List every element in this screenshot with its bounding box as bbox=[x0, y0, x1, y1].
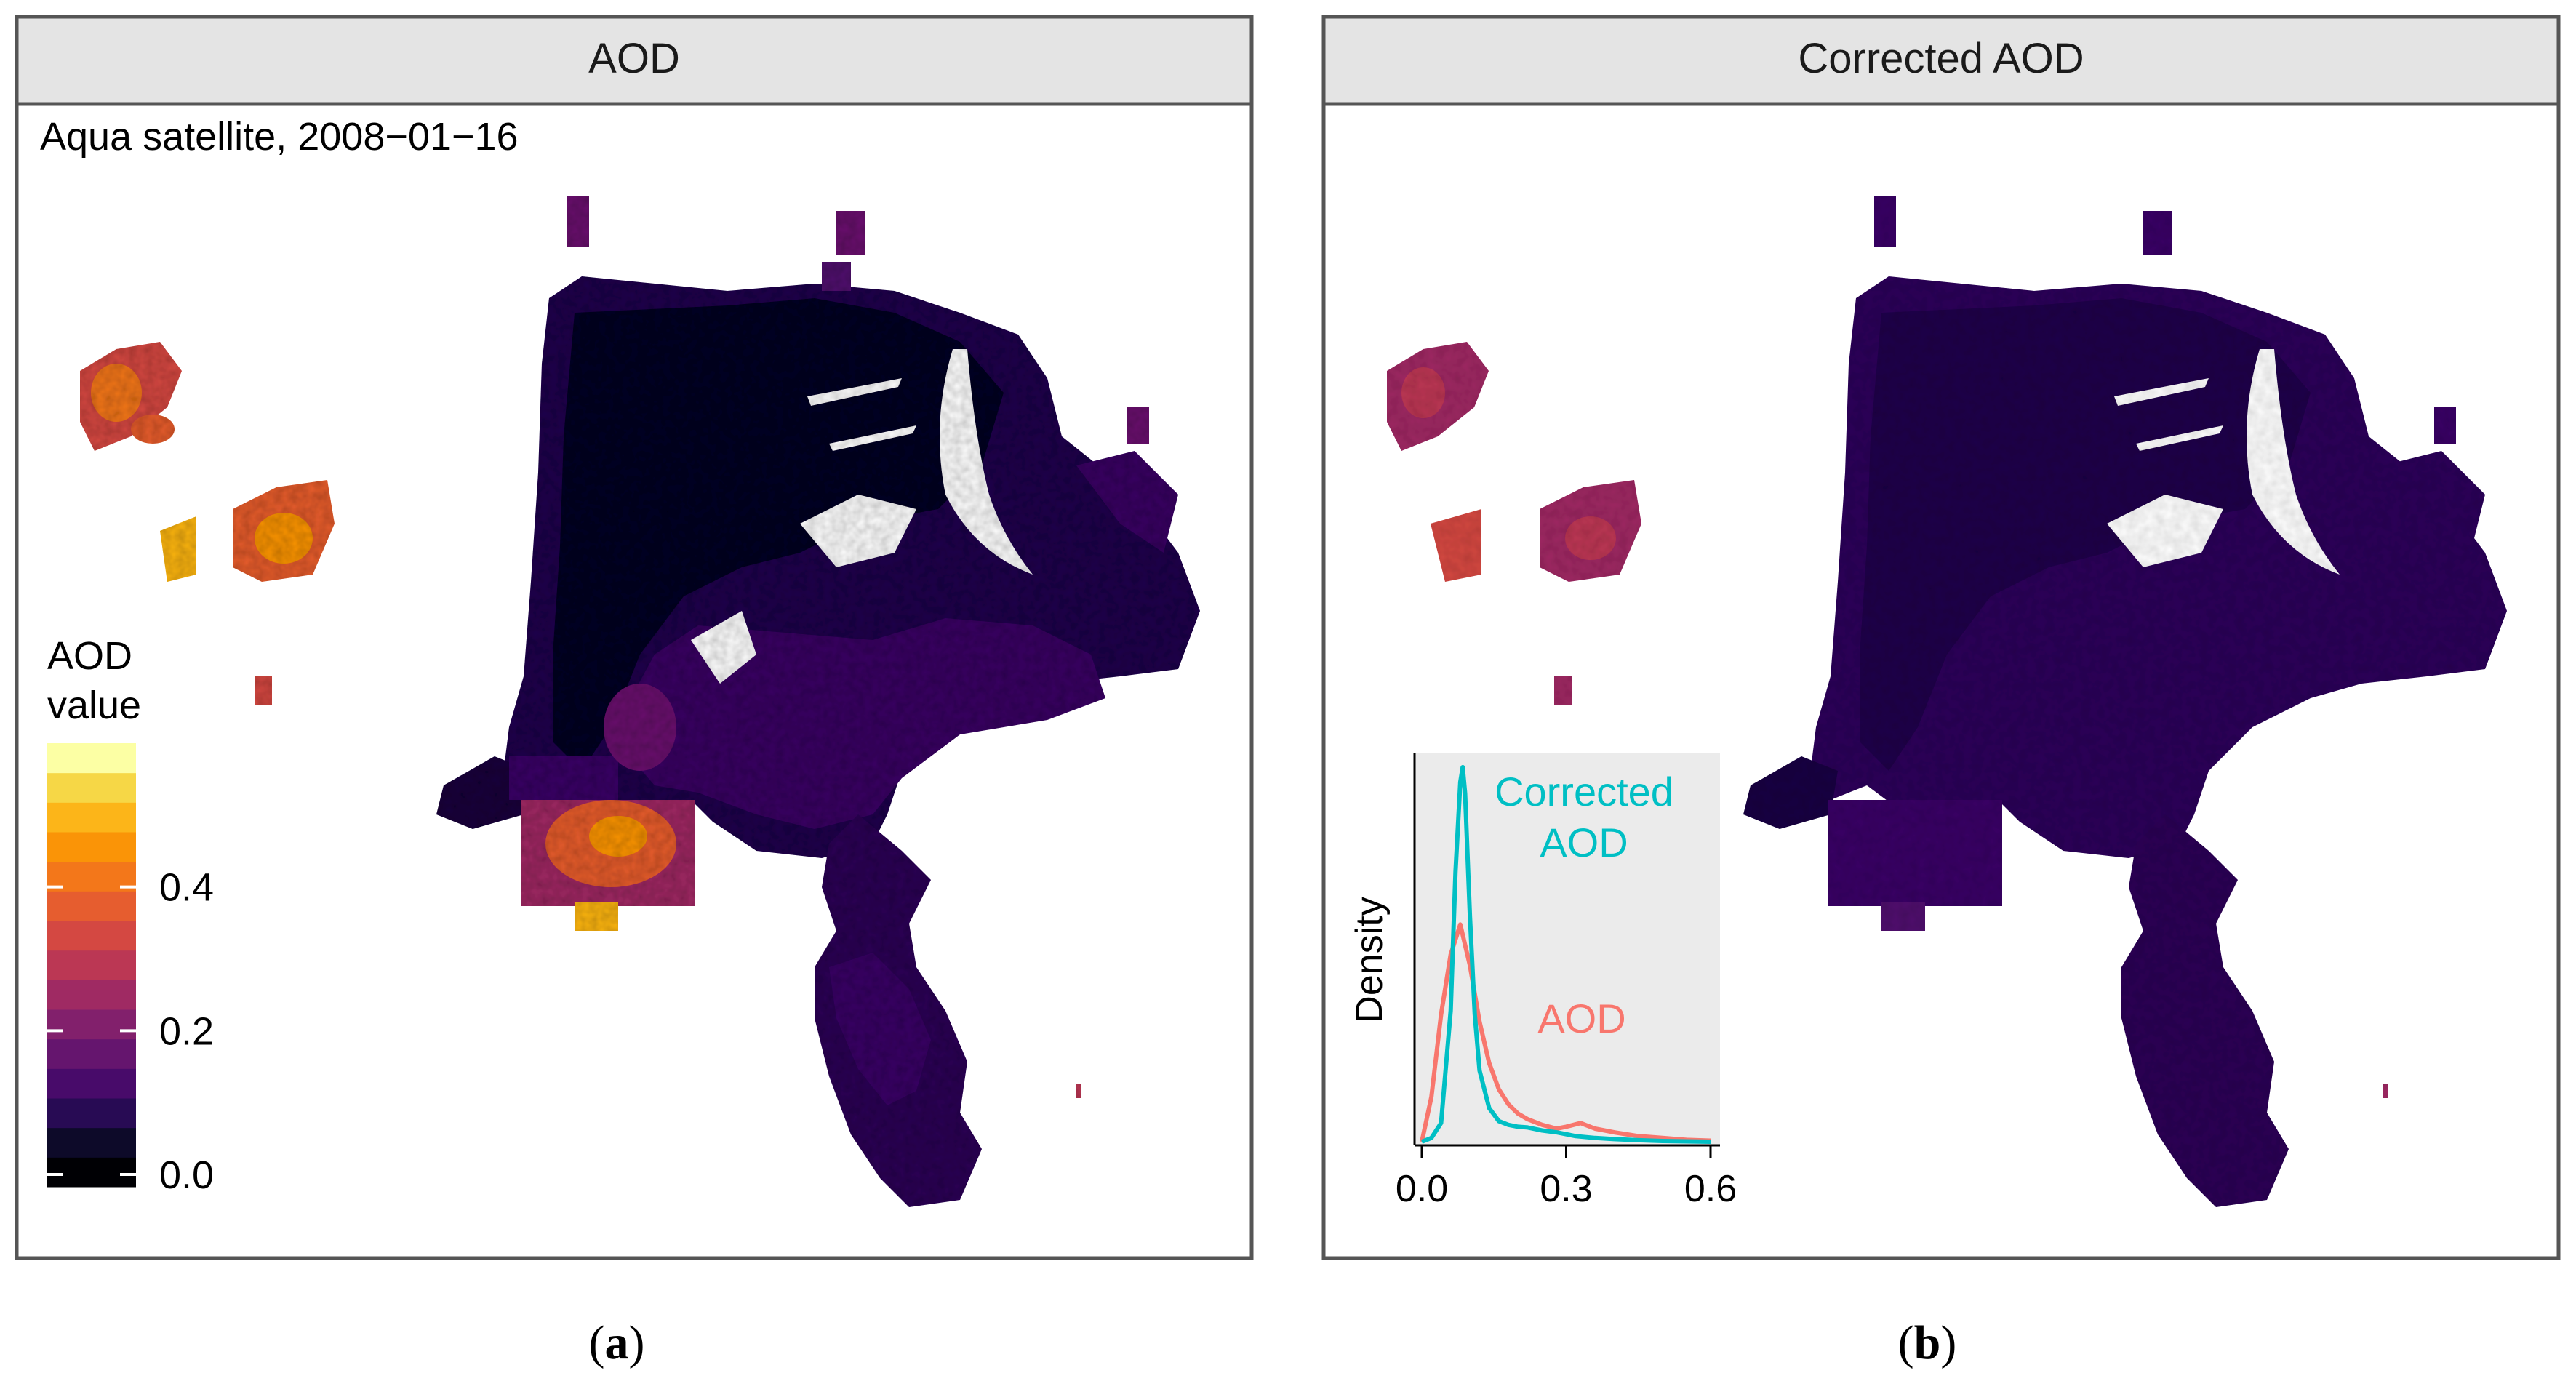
legend-swatch bbox=[47, 1009, 136, 1040]
corrected-aod-label-line2: AOD bbox=[1540, 820, 1628, 865]
panel-a: AOD Aqua satellite, 2008−01−16 bbox=[15, 15, 1254, 1260]
corr-square-tail bbox=[1881, 902, 1925, 931]
legend-swatch bbox=[47, 743, 136, 774]
corr-speck-4 bbox=[2383, 1084, 2388, 1098]
aod-map-corrected bbox=[1387, 196, 2507, 1207]
corr-island-1-core bbox=[1401, 367, 1445, 418]
density-x-tick-label: 0.6 bbox=[1684, 1168, 1737, 1210]
aod-gap-streak-2 bbox=[829, 425, 916, 451]
corr-speck-2 bbox=[2143, 211, 2172, 255]
aod-hotspot-peak bbox=[589, 816, 647, 857]
density-series bbox=[1420, 765, 1711, 1144]
corr-region-tail bbox=[2121, 814, 2289, 1207]
legend: AOD value 0.0 0.2 0.4 bbox=[47, 634, 214, 1197]
corr-square bbox=[1828, 800, 2002, 906]
corr-gap-streak-1 bbox=[2114, 378, 2209, 406]
legend-swatch bbox=[47, 1038, 136, 1069]
corr-speck-1 bbox=[1874, 196, 1896, 247]
legend-tick-label: 0.0 bbox=[159, 1153, 214, 1197]
legend-swatch bbox=[47, 1157, 136, 1188]
aod-island-1-lobe bbox=[131, 415, 175, 444]
aod-island-4 bbox=[255, 676, 272, 705]
aod-hotspot-yellow bbox=[575, 902, 618, 931]
legend-tick-label: 0.2 bbox=[159, 1009, 214, 1053]
aod-map-raw bbox=[80, 196, 1200, 1207]
aod-island-1-core bbox=[91, 364, 142, 422]
legend-swatch bbox=[47, 950, 136, 980]
corr-island-2-core bbox=[1565, 516, 1616, 560]
density-line-aod bbox=[1420, 922, 1711, 1143]
aod-speck-2 bbox=[836, 211, 865, 255]
corr-island-3 bbox=[1431, 509, 1481, 582]
legend-tick-label: 0.4 bbox=[159, 866, 214, 910]
aod-series-label: AOD bbox=[1537, 996, 1625, 1041]
legend-swatch bbox=[47, 1098, 136, 1129]
corr-gap-streak-2 bbox=[2136, 425, 2223, 451]
panel-a-strip-title: AOD bbox=[588, 35, 680, 82]
legend-colorbar bbox=[47, 743, 136, 1188]
caption-b: (b) bbox=[1898, 1316, 1957, 1369]
corr-gap-river bbox=[2247, 349, 2340, 575]
density-inset: Density 0.0 0.3 0.6 Corrected AOD AOD bbox=[1348, 753, 1737, 1210]
density-x-ticks: 0.0 0.3 0.6 bbox=[1396, 1145, 1737, 1210]
legend-swatch bbox=[47, 802, 136, 833]
legend-ticks: 0.0 0.2 0.4 bbox=[47, 866, 214, 1197]
aod-gap-small bbox=[691, 611, 756, 684]
aod-gap-streak-1 bbox=[807, 378, 902, 406]
density-line-corrected-aod bbox=[1420, 765, 1711, 1144]
aod-region-tail-inner bbox=[829, 953, 931, 1105]
aod-band-north-of-hotspot bbox=[509, 756, 618, 800]
corr-region-east bbox=[2383, 451, 2485, 553]
corr-speck-3 bbox=[2434, 407, 2456, 444]
aod-gap-middle bbox=[800, 495, 916, 567]
aod-gap-river bbox=[940, 349, 1033, 575]
density-x-tick-label: 0.3 bbox=[1540, 1168, 1592, 1210]
legend-swatch bbox=[47, 1127, 136, 1158]
corr-island-4 bbox=[1554, 676, 1572, 705]
aod-speck-4 bbox=[1127, 407, 1149, 444]
aod-speck-1 bbox=[567, 196, 589, 247]
legend-title-line1: AOD bbox=[47, 634, 132, 678]
panel-a-annotation: Aqua satellite, 2008−01−16 bbox=[40, 115, 519, 159]
corr-gap-middle bbox=[2107, 495, 2223, 567]
panel-a-strip bbox=[15, 15, 1254, 106]
density-ylabel: Density bbox=[1348, 897, 1391, 1022]
aod-region-core bbox=[553, 298, 1004, 771]
legend-swatch bbox=[47, 891, 136, 921]
legend-title-line2: value bbox=[47, 684, 141, 727]
aod-region-east bbox=[1076, 451, 1178, 553]
legend-swatch bbox=[47, 921, 136, 951]
corrected-aod-label-line1: Corrected bbox=[1495, 769, 1673, 814]
corr-region-west bbox=[1743, 756, 1838, 829]
aod-island-3 bbox=[160, 516, 196, 582]
panel-b-strip bbox=[1321, 15, 2561, 106]
aod-speck-5 bbox=[1076, 1084, 1081, 1098]
caption-a: (a) bbox=[589, 1316, 645, 1369]
density-x-tick-label: 0.0 bbox=[1396, 1168, 1448, 1210]
aod-medium-patch bbox=[604, 684, 676, 771]
aod-island-2-core bbox=[255, 513, 313, 564]
legend-swatch bbox=[47, 832, 136, 862]
panel-b-strip-title: Corrected AOD bbox=[1798, 35, 2084, 82]
legend-swatch bbox=[47, 772, 136, 803]
legend-swatch bbox=[47, 980, 136, 1010]
aod-region-west bbox=[436, 756, 531, 829]
panel-b: Corrected AOD bbox=[1321, 15, 2561, 1260]
corr-region-core bbox=[1860, 298, 2311, 771]
aod-speck-3 bbox=[822, 262, 851, 291]
legend-swatch bbox=[47, 1068, 136, 1099]
